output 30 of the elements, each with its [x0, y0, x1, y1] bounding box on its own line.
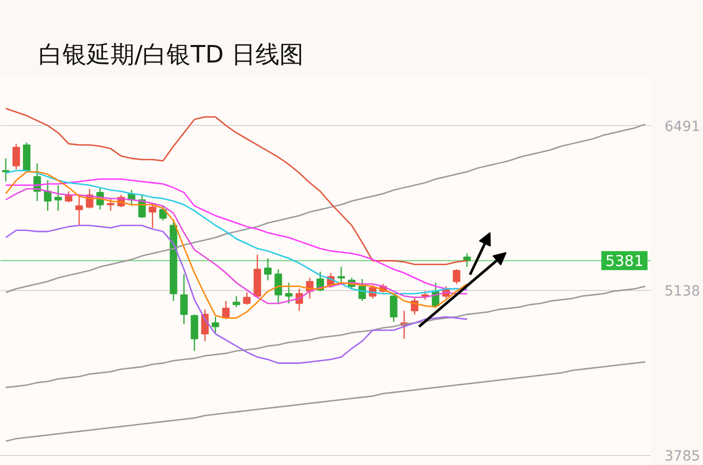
line-series: [5, 361, 646, 442]
candlestick: [452, 268, 460, 285]
line-series: [5, 171, 468, 319]
candlestick: [106, 198, 114, 212]
candlestick: [190, 314, 198, 352]
candlestick: [285, 282, 293, 304]
candlestick: [54, 184, 62, 212]
chart-title: 白银延期/白银TD 日线图: [38, 40, 304, 68]
y-tick-label: 6491: [664, 118, 700, 135]
candlestick: [148, 204, 156, 228]
candlestick: [44, 180, 52, 212]
line-series: [5, 286, 646, 388]
candlestick: [75, 194, 83, 226]
ref-line-label: 5381: [605, 252, 644, 270]
line-series: [5, 124, 646, 294]
candlestick: [159, 205, 167, 222]
candlestick: [390, 293, 398, 322]
candlestick: [243, 292, 251, 306]
candlestick: [12, 143, 20, 170]
candlestick: [2, 158, 10, 182]
candlestick: [274, 268, 282, 304]
candlestick: [180, 274, 188, 325]
y-tick-label: 5138: [664, 284, 700, 300]
candlestick: [232, 295, 240, 308]
line-series: [5, 224, 468, 364]
candlestick: [463, 252, 471, 268]
candlestick: [264, 258, 272, 281]
y-tick-label: 3785: [664, 448, 700, 465]
candlestick: [212, 316, 220, 334]
candlestick: [337, 266, 345, 285]
